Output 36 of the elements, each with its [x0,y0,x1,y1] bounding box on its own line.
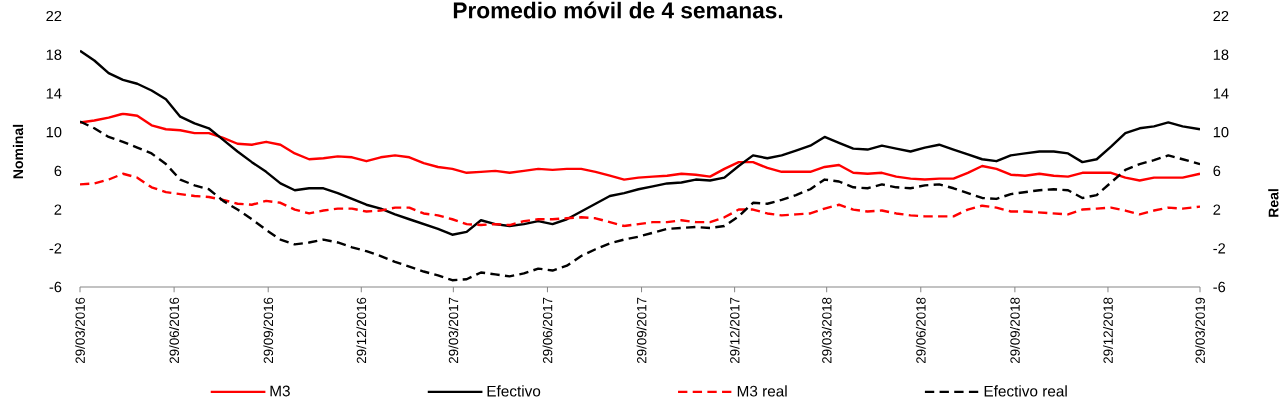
y2-tick-label: 10 [1213,126,1229,138]
x-tick-label: 29/12/2018 [1103,297,1113,364]
y2-tick-label: 14 [1213,88,1229,99]
x-tick-label: 29/09/2016 [263,297,274,364]
y-tick-label: 2 [54,204,62,215]
legend-label: Efectivo [487,385,541,397]
y-tick-label: -2 [49,243,62,254]
x-tick-label: 29/03/2018 [821,297,832,364]
legend-label: M3 real [737,385,787,397]
y2-tick-label: 6 [1213,165,1221,177]
x-tick-label: 29/06/2017 [542,297,553,364]
y2-tick-label: -2 [1213,243,1226,254]
chart-title: Promedio móvil de 4 semanas. [453,1,783,19]
x-tick-label: 29/03/2016 [75,297,85,364]
y-tick-label: 18 [46,49,62,60]
y-tick-label: 22 [46,10,62,22]
legend-label: Efectivo real [984,385,1067,397]
y2-tick-label: -6 [1213,281,1226,293]
x-tick-label: 29/09/2018 [1009,297,1020,364]
y2-axis-title: Real [1268,189,1279,217]
y-tick-label: -6 [49,281,62,293]
x-tick-label: 29/12/2017 [729,297,740,364]
y2-tick-label: 2 [1213,204,1221,215]
y-tick-label: 14 [46,88,62,99]
x-tick-label: 29/06/2016 [169,297,179,364]
legend-label: M3 [270,385,290,397]
y-tick-label: 10 [46,126,62,138]
x-tick-label: 29/06/2018 [915,297,926,364]
y-axis-title: Nominal [12,124,24,179]
x-tick-label: 29/09/2017 [636,297,647,364]
x-tick-label: 29/03/2017 [448,297,459,364]
x-tick-label: 29/03/2019 [1195,297,1205,364]
y2-tick-label: 22 [1213,10,1229,22]
y-tick-label: 6 [54,165,62,177]
y2-tick-label: 18 [1213,49,1229,60]
x-tick-label: 29/12/2016 [356,297,367,364]
